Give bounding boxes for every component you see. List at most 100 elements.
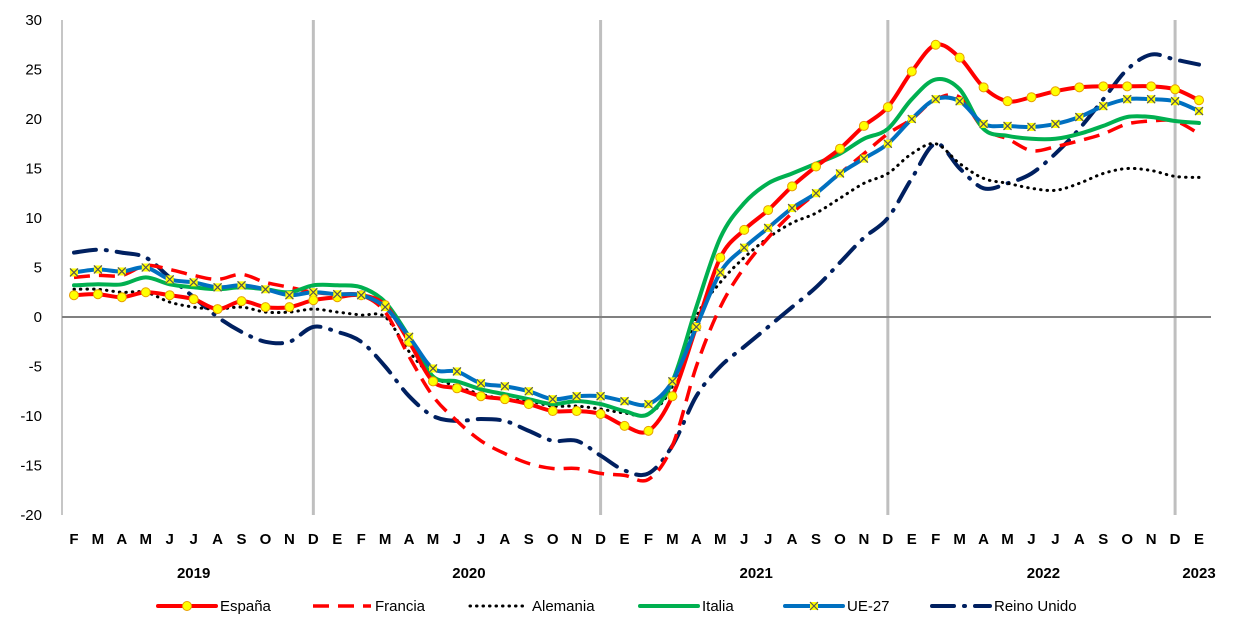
marker-cross <box>955 96 965 106</box>
data-point-espana <box>164 290 175 301</box>
data-point-ue-27 <box>237 280 246 290</box>
legend-label: Reino Unido <box>994 598 1077 615</box>
legend-label: Italia <box>702 598 734 615</box>
legend: España Francia Alemania Italia UE-27 Reino Un… <box>156 598 1077 615</box>
marker-cross <box>1146 94 1156 104</box>
data-point-ue-27 <box>165 274 175 284</box>
x-tick-label: F <box>357 531 366 548</box>
data-point-espana <box>1170 84 1181 95</box>
data-point-ue-27 <box>1194 106 1204 116</box>
marker-cross <box>572 391 582 401</box>
data-point-espana <box>1194 95 1205 106</box>
data-point-espana <box>595 409 606 420</box>
data-point-espana <box>834 143 845 154</box>
legend-item: Francia <box>313 598 426 615</box>
legend-label: Alemania <box>532 598 595 615</box>
marker-cross <box>404 332 414 342</box>
legend-label: Francia <box>375 598 426 615</box>
data-point-espana <box>68 290 79 301</box>
y-tick-label: -5 <box>29 359 42 376</box>
x-tick-label: M <box>379 531 392 548</box>
marker-cross <box>1170 96 1180 106</box>
data-point-ue-27 <box>141 263 151 272</box>
data-point-espana <box>906 66 917 77</box>
data-point-espana <box>451 383 462 394</box>
marker-cross <box>237 280 246 290</box>
data-point-espana <box>715 252 726 263</box>
data-point-ue-27 <box>476 378 486 388</box>
x-tick-label: J <box>453 531 461 548</box>
data-point-espana <box>236 296 247 307</box>
marker-cross <box>356 290 366 300</box>
data-point-espana <box>619 420 630 431</box>
x-tick-label: N <box>858 531 869 548</box>
legend-item: Reino Unido <box>930 598 1077 615</box>
data-point-ue-27 <box>907 114 917 124</box>
x-tick-label: D <box>308 531 319 548</box>
data-point-espana <box>116 292 127 303</box>
data-point-espana <box>308 295 319 306</box>
marker-cross <box>284 290 294 300</box>
y-tick-label: 20 <box>25 111 42 128</box>
x-tick-label: A <box>978 531 989 548</box>
data-point-espana <box>930 39 941 50</box>
x-tick-label: E <box>332 531 342 548</box>
legend-item: España <box>156 598 272 615</box>
legend-marker <box>182 601 192 611</box>
x-tick-label: O <box>1121 531 1133 548</box>
marker-cross <box>476 378 486 388</box>
data-point-ue-27 <box>500 381 510 391</box>
marker-cross <box>1074 112 1084 122</box>
data-point-ue-27 <box>356 290 366 300</box>
marker-cross <box>596 391 606 401</box>
legend-label: UE-27 <box>847 598 890 615</box>
marker-cross <box>141 263 151 272</box>
data-point-ue-27 <box>620 396 629 406</box>
data-point-ue-27 <box>835 169 845 178</box>
x-tick-label: M <box>714 531 727 548</box>
data-point-espana <box>523 399 534 410</box>
x-tick-label: S <box>237 531 247 548</box>
marker-cross <box>548 394 558 404</box>
x-tick-label: J <box>1051 531 1059 548</box>
legend-item: UE-27 <box>783 598 890 615</box>
x-tick-label: M <box>427 531 440 548</box>
marker-cross <box>691 322 701 332</box>
data-point-ue-27 <box>691 322 701 332</box>
data-point-ue-27 <box>1027 122 1036 132</box>
data-point-ue-27 <box>931 94 941 104</box>
data-point-ue-27 <box>332 289 342 299</box>
x-tick-label: M <box>92 531 105 548</box>
legend-item: Italia <box>638 598 734 615</box>
y-tick-label: -20 <box>20 507 42 524</box>
marker-cross <box>1194 106 1204 116</box>
marker-cross <box>117 267 127 276</box>
data-point-ue-27 <box>787 203 797 213</box>
x-tick-label: J <box>740 531 748 548</box>
data-point-ue-27 <box>380 302 390 312</box>
x-tick-label: D <box>595 531 606 548</box>
year-label: 2020 <box>452 565 485 582</box>
data-point-espana <box>787 181 798 192</box>
series-line-reino-unido <box>72 52 1201 478</box>
data-point-espana <box>475 391 486 402</box>
data-point-ue-27 <box>1146 94 1156 104</box>
legend-marker-cross <box>809 601 819 611</box>
marker-cross <box>763 223 773 233</box>
y-tick-label: 5 <box>34 260 42 277</box>
x-tick-label: O <box>260 531 272 548</box>
data-point-ue-27 <box>404 332 414 342</box>
data-point-espana <box>978 82 989 93</box>
marker-cross <box>261 284 270 294</box>
x-tick-label: F <box>69 531 78 548</box>
data-point-espana <box>763 205 774 216</box>
x-tick-label: A <box>691 531 702 548</box>
y-tick-label: 10 <box>25 210 42 227</box>
data-point-espana <box>284 302 295 313</box>
data-point-ue-27 <box>739 243 749 253</box>
marker-cross <box>69 268 79 277</box>
data-point-ue-27 <box>596 391 606 401</box>
data-point-ue-27 <box>308 287 318 297</box>
